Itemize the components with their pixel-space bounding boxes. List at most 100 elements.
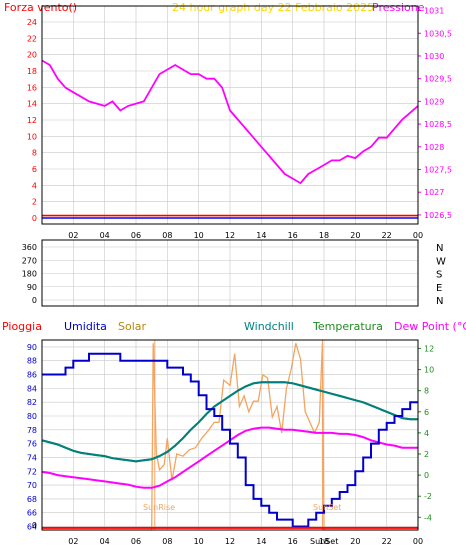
- panel3-left-zero-label: 0: [32, 521, 37, 530]
- panel2-compass-label: N: [436, 243, 443, 254]
- panel1-right-tick-label: 1029,5: [424, 75, 452, 84]
- panel3-left-tick-label: 88: [27, 357, 37, 366]
- panel1-x-tick-label: 22: [382, 231, 392, 240]
- panel2-grid: [42, 240, 419, 306]
- panel3-right-tick-label: 4: [424, 429, 429, 438]
- panel2-left-tick-label: 270: [22, 256, 37, 265]
- panel2-compass-label: N: [436, 296, 443, 307]
- panel1-right-tick-label: 1027: [424, 188, 444, 197]
- panel3-left-tick-label: 66: [27, 509, 37, 518]
- panel1-x-tick-label: 00: [413, 231, 423, 240]
- panel3-x-tick-label: 12: [225, 537, 235, 546]
- panel1-right-tick-label: 1026,5: [424, 211, 452, 220]
- panel3-left-tick-label: 74: [27, 453, 37, 462]
- panel1-series: [41, 59, 419, 219]
- panel1-left-tick-label: 16: [27, 83, 37, 92]
- panel1-right-tick-label: 1031: [424, 7, 444, 16]
- panel1-right-tick-label: 1030,5: [424, 29, 452, 38]
- panel1-left-tick-label: 6: [32, 165, 37, 174]
- sunrise-label: SunRise: [143, 503, 175, 512]
- panel3-series-windchill: [41, 381, 418, 463]
- panel3-left-tick-label: 86: [27, 371, 37, 380]
- panel1-right-tick-label: 1028: [424, 143, 444, 152]
- dewpoint-label: Dew Point (°C): [394, 320, 466, 333]
- panel2-left-tick-label: 180: [22, 270, 37, 279]
- panel1-x-tick-label: 02: [68, 231, 78, 240]
- windchill-label: Windchill: [244, 320, 294, 333]
- panel1-x-tick-label: 14: [256, 231, 266, 240]
- panel3-right-tick-label: 0: [424, 471, 429, 480]
- panel1-left-tick-label: 10: [27, 132, 37, 141]
- panel3-x-tick-label: 04: [100, 537, 110, 546]
- panel1-left-tick-label: 0: [32, 214, 37, 223]
- panel3-left-tick-label: 82: [27, 398, 37, 407]
- panel2-compass-label: W: [436, 256, 446, 267]
- panel1-left-tick-label: 24: [27, 18, 37, 27]
- panel2-left-tick-label: 360: [22, 243, 37, 252]
- panel3-right-tick-label: 8: [424, 387, 429, 396]
- humidity-label: Umidita: [64, 320, 107, 333]
- panel3-right-tick-label: 10: [424, 366, 434, 375]
- panel3-x-tick-label: 18: [319, 537, 329, 546]
- panel1-left-tick-label: 12: [27, 116, 37, 125]
- panel3-right-tick-label: 12: [424, 344, 434, 353]
- graph-title: 24 hour graph day 22 Febbraio 2025: [172, 1, 374, 14]
- panel3-x-tick-label: 08: [162, 537, 172, 546]
- panel3-left-tick-label: 64: [27, 523, 37, 532]
- panel1-x-tick-label: 04: [100, 231, 110, 240]
- panel3-x-tick-label: 10: [194, 537, 204, 546]
- rain-label: Pioggia: [2, 320, 42, 333]
- panel1-x-tick-label: 10: [194, 231, 204, 240]
- panel3-x-tick-label: 20: [350, 537, 360, 546]
- panel3-right-tick-label: -2: [424, 492, 432, 501]
- panel1-right-tick-label: 1028,5: [424, 120, 452, 129]
- panel1-frame: [41, 5, 419, 225]
- panel3-x-tick-label: 14: [256, 537, 266, 546]
- panel1-x-tick-label: 08: [162, 231, 172, 240]
- panel3-series-umidita: [42, 352, 418, 528]
- panel1-ticks: 0246810121416182022241026,510271027,5102…: [27, 7, 452, 240]
- temperature-label: Temperatura: [312, 320, 383, 333]
- panel3-left-tick-label: 84: [27, 384, 37, 393]
- panel3-left-tick-label: 76: [27, 440, 37, 449]
- panel3-x-tick-label: 02: [68, 537, 78, 546]
- panel1-left-tick-label: 18: [27, 67, 37, 76]
- panel3-left-tick-label: 80: [27, 412, 37, 421]
- panel3-frame: [41, 339, 419, 531]
- panel2-left-tick-label: 90: [27, 283, 37, 292]
- pressure-axis-label: Pressione: [372, 1, 425, 14]
- panel3-left-tick-label: 78: [27, 426, 37, 435]
- panel3-left-tick-label: 72: [27, 467, 37, 476]
- panel1-grid: [42, 6, 419, 224]
- panel1-left-tick-label: 8: [32, 149, 37, 158]
- panel1-left-tick-label: 14: [27, 100, 37, 109]
- panel3-right-tick-label: -4: [424, 513, 432, 522]
- panel3-x-tick-label: 00: [413, 537, 423, 546]
- panel3-right-tick-label: 6: [424, 408, 429, 417]
- wind-speed-axis-label: Forza vento(): [4, 1, 77, 14]
- sunset-label: SunSet: [313, 503, 341, 512]
- panel1-x-tick-label: 16: [288, 231, 298, 240]
- panel3-x-tick-label: 06: [131, 537, 141, 546]
- panel3-left-tick-label: 70: [27, 481, 37, 490]
- panel1-x-tick-label: 12: [225, 231, 235, 240]
- panel1-left-tick-label: 20: [27, 51, 37, 60]
- panel3-right-tick-label: 2: [424, 450, 429, 459]
- panel1-x-tick-label: 18: [319, 231, 329, 240]
- sunset-tick-label: SunSet: [310, 537, 338, 546]
- panel3-ticks: 6466687072747678808284868890-4-202468101…: [27, 343, 434, 546]
- panel2-left-tick-label: 0: [32, 296, 37, 305]
- panel1-x-tick-label: 06: [131, 231, 141, 240]
- panel1-series-pressione: [41, 59, 419, 185]
- panel1-left-tick-label: 22: [27, 34, 37, 43]
- panel2-compass-label: S: [436, 270, 442, 281]
- panel3-left-tick-label: 68: [27, 495, 37, 504]
- panel3-series: [41, 343, 418, 531]
- panel1-left-tick-label: 2: [32, 198, 37, 207]
- panel1-right-tick-label: 1027,5: [424, 166, 452, 175]
- panel1-left-tick-label: 4: [32, 181, 37, 190]
- solar-label: Solar: [118, 320, 147, 333]
- panel1-right-tick-label: 1030: [424, 52, 444, 61]
- panel2-compass-label: E: [436, 283, 442, 294]
